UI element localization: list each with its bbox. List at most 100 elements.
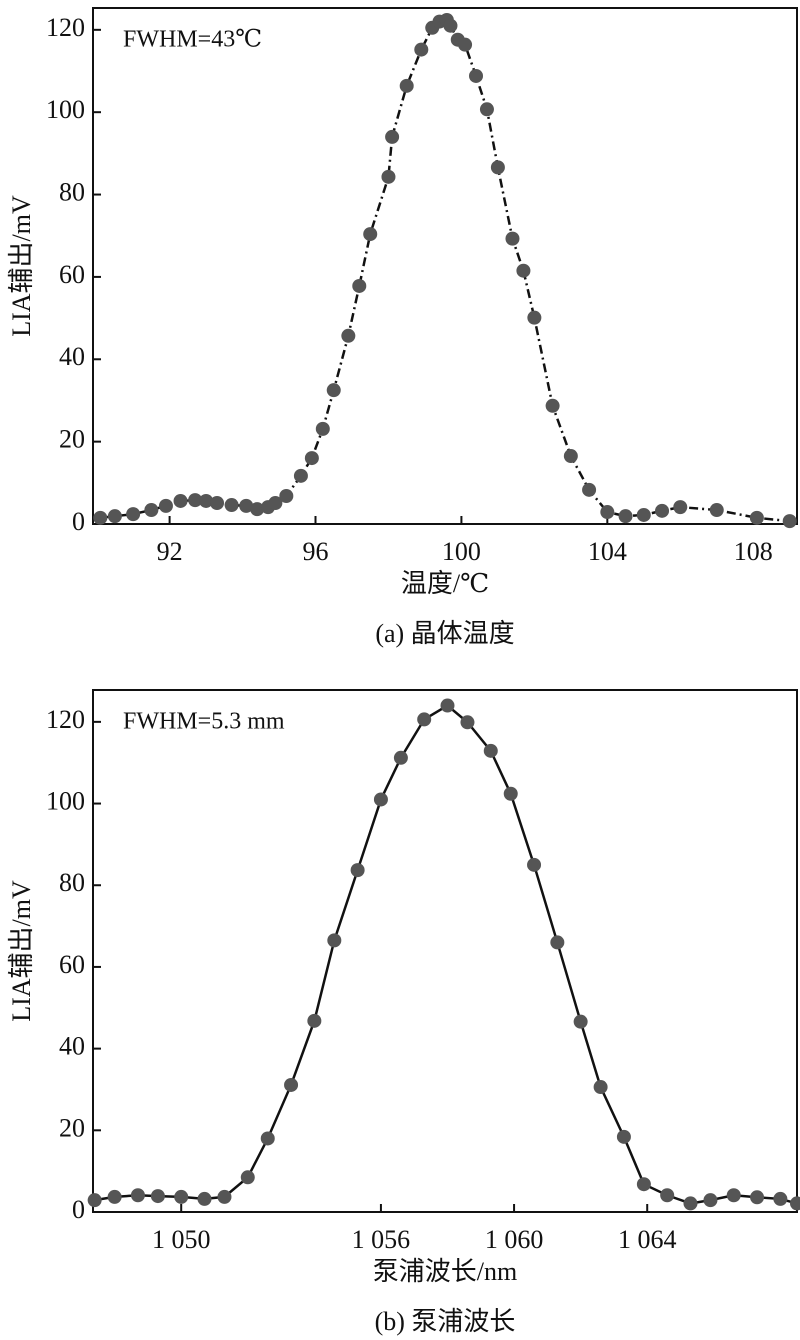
data-point (307, 1013, 322, 1028)
plot-frame (92, 7, 798, 525)
data-point (782, 514, 797, 529)
plot-frame (92, 689, 798, 1213)
data-point (726, 1188, 741, 1203)
data-point (158, 498, 173, 513)
data-point (616, 1129, 631, 1144)
data-point (393, 750, 408, 765)
data-point (250, 502, 265, 517)
data-point (363, 227, 378, 242)
data-point (399, 78, 414, 93)
y-axis-label: LIA辅出/mV (7, 880, 36, 1022)
y-tick-label: 100 (46, 787, 85, 816)
data-point (188, 493, 203, 508)
data-point (150, 1189, 165, 1204)
y-axis-label: LIA辅出/mV (7, 195, 36, 337)
caption: (a) 晶体温度 (375, 619, 514, 648)
data-point (373, 792, 388, 807)
data-point (563, 449, 578, 464)
x-tick-label: 1 064 (618, 1225, 677, 1254)
data-point (144, 502, 159, 517)
data-point (326, 383, 341, 398)
data-point (173, 493, 188, 508)
data-point (673, 500, 688, 515)
data-point (87, 1193, 102, 1208)
data-point (790, 1196, 800, 1211)
data-point (197, 1191, 212, 1206)
data-point (550, 935, 565, 950)
data-point (240, 1170, 255, 1185)
data-point (341, 328, 356, 343)
data-point (284, 1077, 299, 1092)
data-point (479, 102, 494, 117)
data-point (683, 1196, 698, 1211)
data-point (490, 160, 505, 175)
y-tick-label: 0 (72, 507, 85, 536)
data-point (483, 743, 498, 758)
caption: (b) 泵浦波长 (375, 1307, 516, 1336)
data-point (327, 933, 342, 948)
y-tick-label: 40 (59, 1032, 85, 1061)
x-tick-label: 100 (442, 537, 481, 566)
data-point (293, 468, 308, 483)
data-point (239, 498, 254, 513)
x-tick-label: 1 056 (352, 1225, 411, 1254)
annotation: FWHM=43℃ (123, 27, 262, 53)
data-point (636, 1177, 651, 1192)
y-tick-label: 80 (59, 178, 85, 207)
data-point (545, 398, 560, 413)
x-tick-label: 1 060 (485, 1225, 544, 1254)
data-point (224, 498, 239, 513)
data-point (709, 502, 724, 517)
data-point (527, 310, 542, 325)
data-point (304, 451, 319, 466)
y-tick-label: 100 (46, 95, 85, 124)
data-point (443, 18, 458, 33)
data-point (600, 505, 615, 520)
data-point (469, 68, 484, 83)
data-point (126, 507, 141, 522)
data-point (440, 698, 455, 713)
data-point (260, 1131, 275, 1146)
data-point (315, 421, 330, 436)
data-point (527, 857, 542, 872)
data-point (93, 510, 108, 525)
data-point (749, 510, 764, 525)
curve (94, 703, 798, 1205)
x-tick-label: 1 050 (152, 1225, 211, 1254)
data-point (582, 482, 597, 497)
data-point (268, 495, 283, 510)
annotation: FWHM=5.3 mm (123, 709, 285, 735)
data-point (199, 493, 214, 508)
data-point (107, 509, 122, 524)
data-point (460, 715, 475, 730)
x-axis-label: 泵浦波长/nm (373, 1257, 517, 1286)
data-point (107, 1189, 122, 1204)
data-point (217, 1189, 232, 1204)
data-point (352, 278, 367, 293)
data-point (655, 503, 670, 518)
data-point (385, 129, 400, 144)
data-point (414, 42, 429, 57)
y-tick-label: 120 (46, 13, 85, 42)
y-tick-label: 120 (46, 705, 85, 734)
data-point (210, 495, 225, 510)
data-point (350, 863, 365, 878)
data-point (417, 712, 432, 727)
data-point (505, 231, 520, 246)
data-point (703, 1193, 718, 1208)
data-point (516, 263, 531, 278)
y-tick-label: 20 (59, 1113, 85, 1142)
y-tick-label: 20 (59, 425, 85, 454)
data-point (174, 1189, 189, 1204)
x-axis-label: 温度/℃ (401, 569, 489, 598)
data-point (130, 1188, 145, 1203)
y-tick-label: 80 (59, 868, 85, 897)
y-tick-label: 0 (72, 1195, 85, 1224)
y-tick-label: 60 (59, 260, 85, 289)
data-point (458, 37, 473, 52)
y-tick-label: 60 (59, 950, 85, 979)
data-point (636, 507, 651, 522)
data-point (618, 509, 633, 524)
data-point (279, 488, 294, 503)
